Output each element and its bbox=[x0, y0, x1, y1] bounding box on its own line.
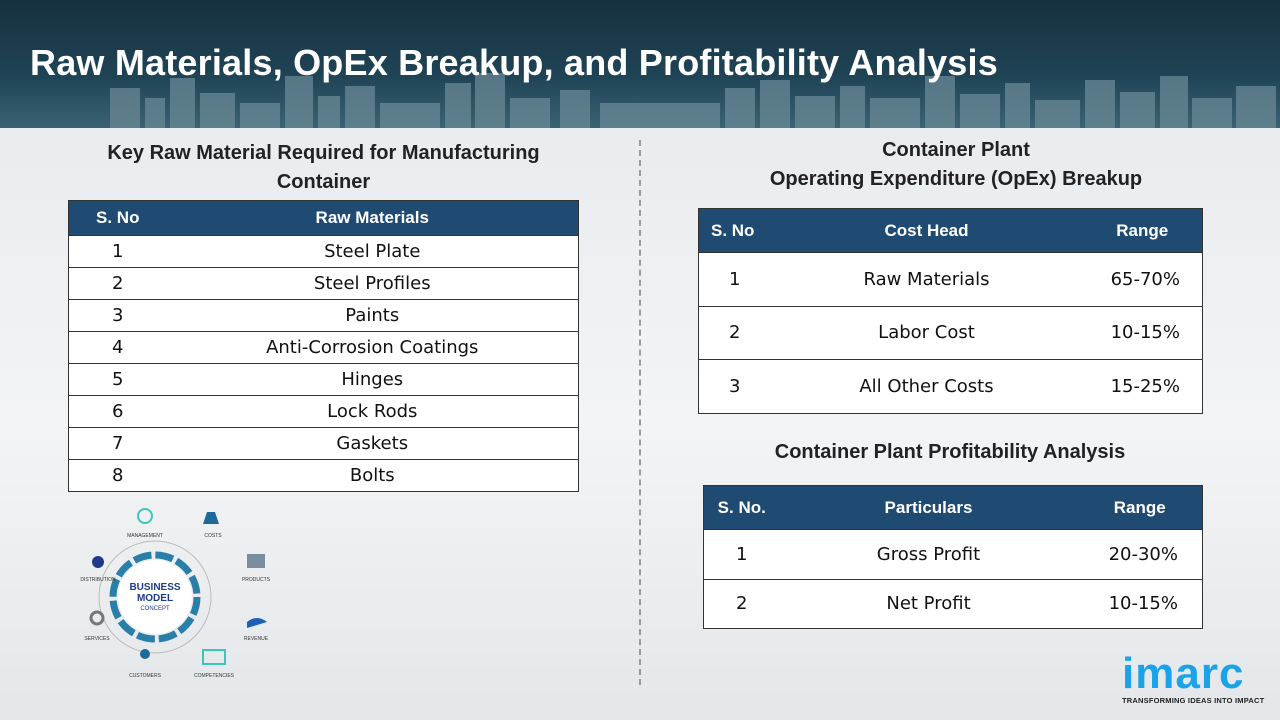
column-header: Range bbox=[1082, 208, 1203, 253]
profit-heading: Container Plant Profitability Analysis bbox=[774, 441, 1126, 463]
distribution-icon bbox=[92, 556, 104, 568]
raw-materials-table: S. No Raw Materials 1 Steel Plate 2 Steel Pr… bbox=[68, 200, 579, 492]
table-row: 2 Net Profit 10-15% bbox=[703, 578, 1203, 629]
table-cell: Bolts bbox=[166, 459, 579, 492]
competencies-icon bbox=[202, 649, 226, 665]
label: SERVICES bbox=[84, 636, 110, 642]
products-icon bbox=[247, 554, 265, 568]
table-header-row: S. No Cost Head Range bbox=[698, 208, 1203, 253]
table-cell: Steel Profiles bbox=[166, 267, 579, 300]
column-header: Particulars bbox=[779, 485, 1078, 530]
logo-tagline: TRANSFORMING IDEAS INTO IMPACT bbox=[1122, 696, 1265, 705]
column-header: Range bbox=[1077, 485, 1203, 530]
table-cell: 10-15% bbox=[1082, 305, 1203, 360]
label: REVENUE bbox=[244, 636, 269, 642]
opex-heading-line1: Container Plant bbox=[882, 139, 1030, 161]
title-banner: Raw Materials, OpEx Breakup, and Profita… bbox=[0, 0, 1280, 128]
label: COMPETENCIES bbox=[194, 673, 235, 679]
table-row: 8 Bolts bbox=[68, 459, 579, 492]
table-cell: 65-70% bbox=[1082, 252, 1203, 306]
table-cell: 3 bbox=[68, 299, 167, 332]
table-cell: 15-25% bbox=[1082, 359, 1203, 413]
table-cell: Hinges bbox=[166, 363, 579, 396]
table-cell: 10-15% bbox=[1077, 578, 1203, 629]
center-text: CONCEPT bbox=[140, 606, 170, 612]
column-header: Cost Head bbox=[770, 208, 1083, 253]
table-cell: Gaskets bbox=[166, 427, 579, 460]
column-header: Raw Materials bbox=[166, 200, 579, 236]
table-cell: 4 bbox=[68, 331, 167, 364]
table-cell: Anti-Corrosion Coatings bbox=[166, 331, 579, 364]
table-row: 7 Gaskets bbox=[68, 427, 579, 460]
table-cell: Paints bbox=[166, 299, 579, 332]
table-cell: Raw Materials bbox=[770, 252, 1083, 306]
costs-icon bbox=[203, 512, 219, 524]
table-row: 3 All Other Costs 15-25% bbox=[698, 359, 1203, 413]
table-cell: 2 bbox=[703, 578, 780, 629]
table-cell: Steel Plate bbox=[166, 235, 579, 268]
page-title: Raw Materials, OpEx Breakup, and Profita… bbox=[30, 42, 998, 83]
raw-materials-heading: Key Raw Material Required for Manufactur… bbox=[107, 142, 540, 193]
column-header: S. No bbox=[698, 208, 771, 253]
imarc-logo: imarc TRANSFORMING IDEAS INTO IMPACT bbox=[1122, 649, 1272, 706]
management-icon bbox=[137, 508, 153, 524]
table-cell: All Other Costs bbox=[770, 359, 1083, 413]
center-text: BUSINESS bbox=[129, 582, 180, 593]
column-header: S. No. bbox=[703, 485, 780, 530]
table-row: 2 Steel Profiles bbox=[68, 267, 579, 300]
label: MANAGEMENT bbox=[127, 533, 163, 539]
opex-heading-line2: Operating Expenditure (OpEx) Breakup bbox=[769, 168, 1143, 190]
table-cell: Gross Profit bbox=[779, 529, 1078, 579]
business-model-graphic: BUSINESS MODEL CONCEPT MANAGEMENT COSTS … bbox=[80, 508, 271, 679]
table-cell: 1 bbox=[68, 235, 167, 268]
table-row: 3 Paints bbox=[68, 299, 579, 332]
column-header: S. No bbox=[68, 200, 167, 236]
table-cell: 1 bbox=[698, 252, 771, 306]
label: COSTS bbox=[204, 533, 222, 539]
table-cell: 2 bbox=[698, 305, 771, 360]
logo-wordmark: imarc bbox=[1122, 649, 1245, 698]
table-cell: Lock Rods bbox=[166, 395, 579, 428]
table-cell: 8 bbox=[68, 459, 167, 492]
table-cell: Labor Cost bbox=[770, 305, 1083, 360]
label: DISTRIBUTION bbox=[80, 577, 116, 583]
table-cell: 6 bbox=[68, 395, 167, 428]
table-row: 6 Lock Rods bbox=[68, 395, 579, 428]
table-cell: 1 bbox=[703, 529, 780, 579]
table-cell: Net Profit bbox=[779, 578, 1078, 629]
divider bbox=[639, 140, 641, 685]
table-cell: 20-30% bbox=[1077, 529, 1203, 579]
table-cell: 5 bbox=[68, 363, 167, 396]
customers-icon bbox=[140, 649, 150, 659]
label: CUSTOMERS bbox=[129, 673, 162, 679]
table-row: 4 Anti-Corrosion Coatings bbox=[68, 331, 579, 364]
table-cell: 3 bbox=[698, 359, 771, 413]
table-header-row: S. No. Particulars Range bbox=[703, 485, 1203, 530]
revenue-icon bbox=[247, 618, 267, 628]
center-text: MODEL bbox=[137, 593, 173, 604]
label: PRODUCTS bbox=[242, 577, 271, 583]
services-icon bbox=[89, 610, 105, 626]
table-row: 5 Hinges bbox=[68, 363, 579, 396]
table-row: 1 Steel Plate bbox=[68, 235, 579, 268]
table-row: 1 Gross Profit 20-30% bbox=[703, 529, 1203, 579]
profitability-table: S. No. Particulars Range 1 Gross Profit 20-3… bbox=[703, 485, 1203, 629]
city-skyline-image bbox=[110, 73, 1276, 128]
table-row: 1 Raw Materials 65-70% bbox=[698, 252, 1203, 306]
opex-table: S. No Cost Head Range 1 Raw Materials 65-70%… bbox=[698, 208, 1203, 414]
opex-heading: Container Plant Operating Expenditure (Op… bbox=[698, 136, 1214, 194]
table-header-row: S. No Raw Materials bbox=[68, 200, 579, 236]
table-row: 2 Labor Cost 10-15% bbox=[698, 305, 1203, 360]
table-cell: 2 bbox=[68, 267, 167, 300]
table-cell: 7 bbox=[68, 427, 167, 460]
